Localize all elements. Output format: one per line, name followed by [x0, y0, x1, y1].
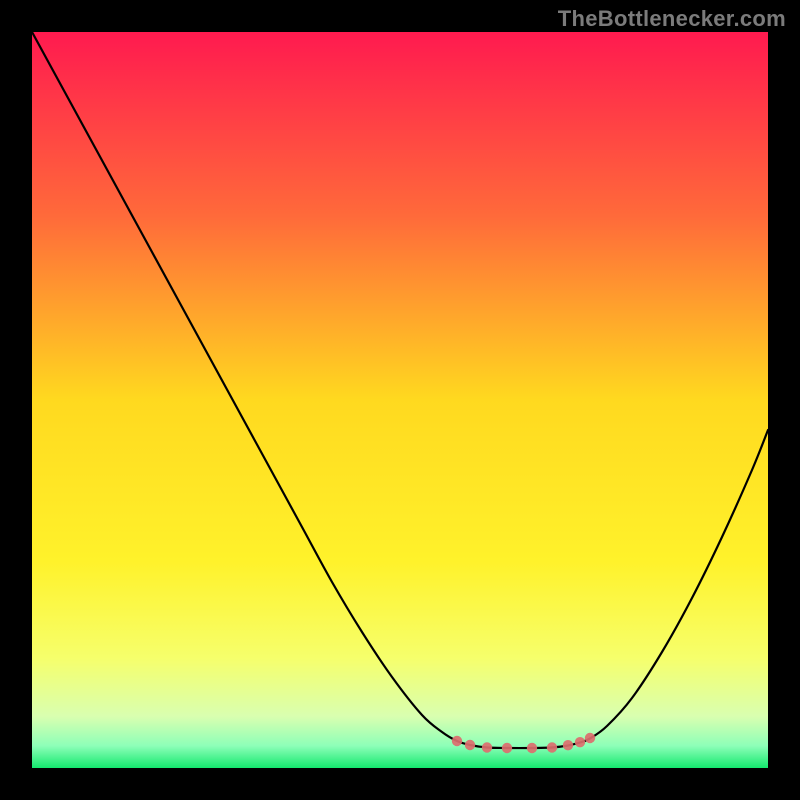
chart-svg: [32, 32, 768, 768]
valley-marker: [563, 740, 573, 750]
valley-marker: [465, 740, 475, 750]
valley-marker: [527, 743, 537, 753]
valley-marker: [452, 736, 462, 746]
valley-marker: [575, 737, 585, 747]
valley-marker: [482, 742, 492, 752]
watermark-text: TheBottlenecker.com: [558, 6, 786, 32]
valley-marker: [547, 742, 557, 752]
figure-root: TheBottlenecker.com: [0, 0, 800, 800]
valley-marker: [585, 733, 595, 743]
valley-marker: [502, 743, 512, 753]
plot-area: [32, 32, 768, 768]
